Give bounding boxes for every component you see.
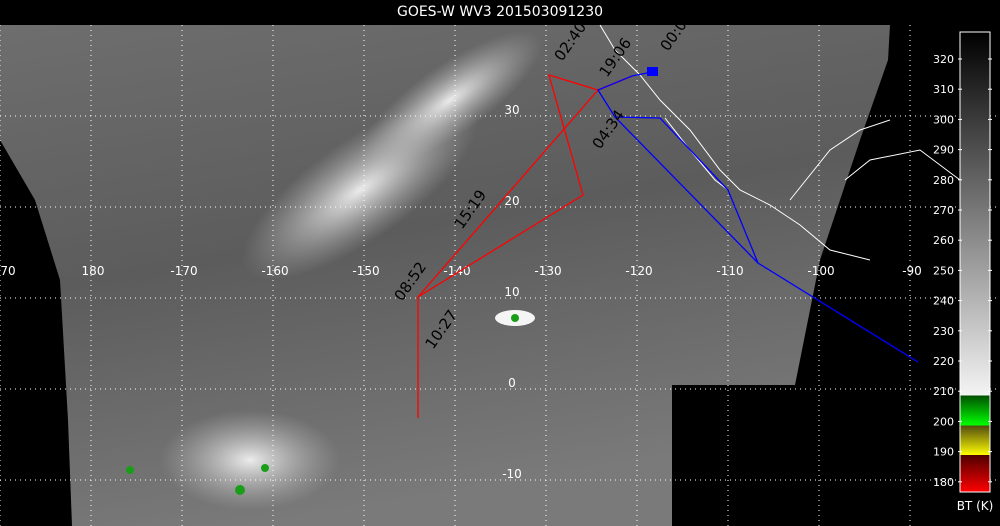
- longitude-label: -120: [625, 264, 652, 278]
- flight-track-blue-segment: [614, 116, 759, 264]
- longitude-label: 70: [0, 264, 15, 278]
- colorbar-tick-label: 230: [933, 325, 954, 338]
- colorbar-tick-label: 270: [933, 204, 954, 217]
- colorbar-label: BT (K): [957, 499, 994, 513]
- colorbar-tick-label: 200: [933, 415, 954, 428]
- colorbar-tick-label: 240: [933, 295, 954, 308]
- longitude-label: -90: [902, 264, 922, 278]
- cold-cloud-top: [235, 485, 245, 495]
- airport-marker: [647, 67, 658, 76]
- colorbar-tick-label: 220: [933, 355, 954, 368]
- latitude-label: 0: [508, 376, 516, 390]
- longitude-label: -100: [807, 264, 834, 278]
- cold-cloud-top: [261, 464, 269, 472]
- longitude-label: -150: [352, 264, 379, 278]
- colorbar: [959, 31, 991, 493]
- colorbar-tick-label: 260: [933, 234, 954, 247]
- colorbar-tick-label: 320: [933, 53, 954, 66]
- colorbar-ticks: 320 310 300 290 280 270 260 250 240 230 220 210 200 1…: [933, 53, 992, 489]
- longitude-label: -110: [716, 264, 743, 278]
- colorbar-tick-label: 210: [933, 385, 954, 398]
- colorbar-tick-label: 250: [933, 264, 954, 277]
- image-title: GOES-W WV3 201503091230: [397, 4, 603, 20]
- latitude-label: 30: [504, 103, 519, 117]
- latitude-label: 10: [504, 285, 519, 299]
- coastline: [599, 24, 991, 261]
- longitude-label: -130: [534, 264, 561, 278]
- colorbar-tick-label: 300: [933, 113, 954, 126]
- colorbar-tick-label: 190: [933, 446, 954, 459]
- cloud-band: [357, 30, 543, 170]
- colorbar-tick-label: 290: [933, 144, 954, 157]
- colorbar-tick-label: 310: [933, 83, 954, 96]
- cloud-cluster: [160, 410, 340, 510]
- graticule: [0, 25, 1000, 526]
- latitude-label: 20: [504, 194, 519, 208]
- latitude-labels: 30 20 10 0 -10: [502, 103, 522, 481]
- latitude-label: -10: [502, 467, 522, 481]
- cold-cloud-top: [126, 466, 134, 474]
- longitude-label: -140: [443, 264, 470, 278]
- colorbar-tick-label: 180: [933, 476, 954, 489]
- longitude-label: -170: [170, 264, 197, 278]
- satellite-imagery: [0, 25, 890, 526]
- flight-track-red-segment: [417, 89, 599, 298]
- flight-track-blue: [597, 71, 919, 363]
- longitude-labels: 70 180 -170 -160 -150 -140 -130 -120 -110 -100 -90: [0, 264, 921, 278]
- longitude-label: 180: [82, 264, 105, 278]
- cold-cloud-top: [511, 314, 519, 322]
- longitude-label: -160: [261, 264, 288, 278]
- colorbar-tick-label: 280: [933, 174, 954, 187]
